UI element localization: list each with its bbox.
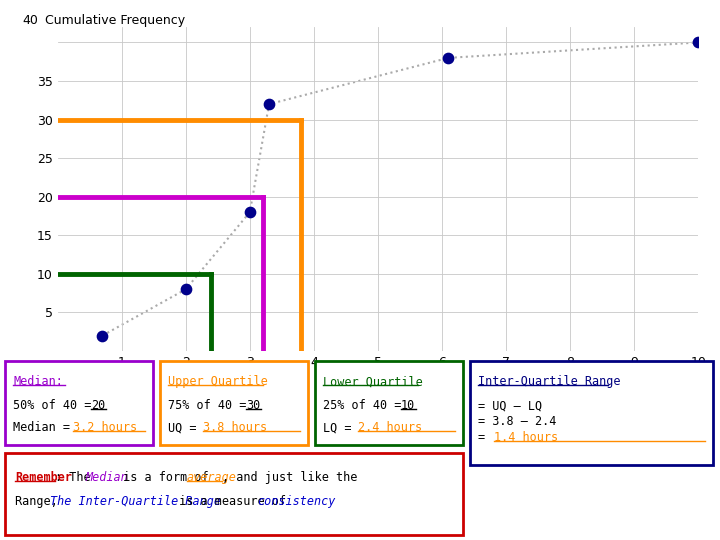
Text: Lower Quartile: Lower Quartile [323, 375, 423, 388]
Text: 50% of 40 =: 50% of 40 = [13, 399, 99, 413]
Bar [315, 361, 463, 445]
Text: Inter-Quartile Range: Inter-Quartile Range [478, 375, 621, 388]
Bar [160, 361, 308, 445]
Text: is a measure of: is a measure of [171, 495, 292, 508]
Text: 3.8 hours: 3.8 hours [203, 421, 267, 434]
Bar [470, 361, 713, 465]
Text: Median =: Median = [13, 421, 77, 434]
Text: consistency: consistency [258, 495, 336, 508]
Text: LQ =: LQ = [323, 421, 359, 434]
Text: 1.4 hours: 1.4 hours [494, 431, 558, 444]
Text: Range,: Range, [15, 495, 65, 508]
Bar [5, 453, 463, 535]
Text: 2.4 hours: 2.4 hours [358, 421, 422, 434]
Text: is a form of: is a form of [116, 471, 216, 484]
Point [264, 100, 275, 109]
Text: Median: Median [86, 471, 128, 484]
Text: Median:: Median: [13, 375, 63, 388]
Text: 20: 20 [91, 399, 105, 413]
Text: 30: 30 [246, 399, 260, 413]
Text: Cumulative Frequency: Cumulative Frequency [45, 14, 185, 27]
Text: 10: 10 [401, 399, 415, 413]
Text: , and just like the: , and just like the [222, 471, 357, 484]
Point [693, 38, 704, 47]
Text: Time Span: Playing Wii (hours): Time Span: Playing Wii (hours) [507, 383, 698, 396]
Text: UQ =: UQ = [168, 421, 204, 434]
Text: 75% of 40 =: 75% of 40 = [168, 399, 253, 413]
Text: 25% of 40 =: 25% of 40 = [323, 399, 408, 413]
Text: = UQ – LQ: = UQ – LQ [478, 399, 542, 413]
Point [180, 285, 192, 294]
Point [96, 331, 108, 340]
Text: : The: : The [55, 471, 98, 484]
Point [244, 208, 256, 217]
Text: average: average [186, 471, 237, 484]
Text: The Inter-Quartile Range: The Inter-Quartile Range [50, 495, 221, 508]
Text: = 3.8 – 2.4: = 3.8 – 2.4 [478, 415, 557, 428]
Point [443, 53, 454, 62]
Text: 40: 40 [22, 14, 38, 27]
Text: Upper Quartile: Upper Quartile [168, 375, 268, 388]
Text: =: = [478, 431, 492, 444]
Text: 3.2 hours: 3.2 hours [73, 421, 137, 434]
Bar [5, 361, 153, 445]
Text: Remember: Remember [15, 471, 72, 484]
